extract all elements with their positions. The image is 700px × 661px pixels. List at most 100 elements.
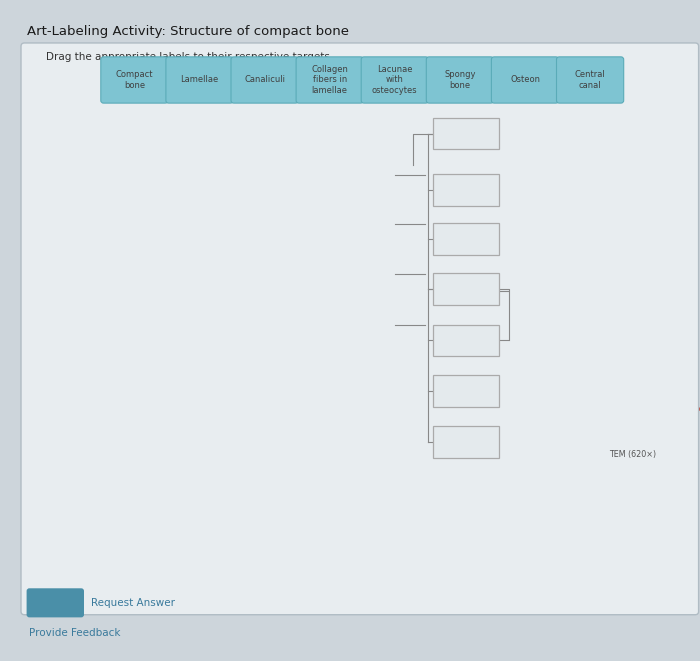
Ellipse shape bbox=[149, 237, 156, 246]
Ellipse shape bbox=[113, 270, 118, 276]
Ellipse shape bbox=[98, 311, 105, 320]
Ellipse shape bbox=[127, 330, 134, 338]
Ellipse shape bbox=[146, 204, 164, 219]
Ellipse shape bbox=[111, 324, 116, 330]
Ellipse shape bbox=[153, 245, 158, 251]
Ellipse shape bbox=[137, 349, 145, 357]
Ellipse shape bbox=[98, 407, 105, 414]
Ellipse shape bbox=[108, 276, 115, 285]
Text: Submit: Submit bbox=[34, 598, 76, 608]
Ellipse shape bbox=[166, 305, 170, 310]
Ellipse shape bbox=[164, 229, 169, 234]
Ellipse shape bbox=[134, 360, 139, 365]
Ellipse shape bbox=[538, 369, 542, 372]
Ellipse shape bbox=[108, 387, 116, 395]
Ellipse shape bbox=[117, 390, 125, 399]
Ellipse shape bbox=[342, 212, 355, 220]
Ellipse shape bbox=[140, 311, 148, 319]
Text: Lamellae: Lamellae bbox=[181, 75, 218, 85]
Ellipse shape bbox=[577, 388, 584, 393]
Ellipse shape bbox=[163, 401, 167, 407]
Ellipse shape bbox=[107, 294, 114, 303]
Ellipse shape bbox=[139, 371, 146, 380]
Ellipse shape bbox=[160, 293, 167, 301]
Ellipse shape bbox=[539, 354, 542, 358]
Bar bbox=[342, 213, 355, 295]
Ellipse shape bbox=[564, 345, 581, 359]
Ellipse shape bbox=[127, 352, 134, 361]
Ellipse shape bbox=[615, 356, 620, 363]
Bar bbox=[163, 220, 212, 423]
Ellipse shape bbox=[122, 267, 126, 272]
Ellipse shape bbox=[281, 376, 416, 418]
Ellipse shape bbox=[147, 308, 154, 317]
Ellipse shape bbox=[596, 355, 599, 358]
Ellipse shape bbox=[128, 270, 135, 279]
Text: TEM (620×): TEM (620×) bbox=[610, 450, 657, 459]
Ellipse shape bbox=[89, 239, 107, 252]
Ellipse shape bbox=[119, 330, 126, 338]
Ellipse shape bbox=[592, 350, 597, 356]
Ellipse shape bbox=[589, 399, 593, 403]
Ellipse shape bbox=[525, 324, 530, 327]
Ellipse shape bbox=[152, 301, 157, 307]
Ellipse shape bbox=[89, 204, 107, 219]
Ellipse shape bbox=[107, 237, 115, 246]
Ellipse shape bbox=[537, 359, 543, 364]
Ellipse shape bbox=[86, 370, 93, 379]
Ellipse shape bbox=[158, 327, 165, 336]
Ellipse shape bbox=[112, 288, 117, 293]
Ellipse shape bbox=[136, 270, 144, 279]
Ellipse shape bbox=[118, 238, 125, 247]
Ellipse shape bbox=[127, 256, 135, 264]
Ellipse shape bbox=[100, 340, 105, 346]
Ellipse shape bbox=[106, 313, 113, 322]
Ellipse shape bbox=[158, 251, 166, 260]
Ellipse shape bbox=[164, 270, 169, 275]
Ellipse shape bbox=[155, 399, 160, 404]
Ellipse shape bbox=[551, 342, 558, 349]
Ellipse shape bbox=[548, 321, 550, 324]
Text: Lacunae
with
osteocytes: Lacunae with osteocytes bbox=[372, 65, 418, 95]
Ellipse shape bbox=[127, 233, 134, 242]
Ellipse shape bbox=[129, 366, 136, 374]
Ellipse shape bbox=[86, 387, 94, 396]
Text: Periosteum: Periosteum bbox=[256, 321, 299, 330]
Ellipse shape bbox=[295, 281, 401, 315]
Ellipse shape bbox=[127, 385, 134, 393]
Text: Request Answer: Request Answer bbox=[91, 598, 175, 608]
Ellipse shape bbox=[97, 386, 104, 395]
Ellipse shape bbox=[119, 254, 126, 263]
Ellipse shape bbox=[147, 331, 154, 340]
Ellipse shape bbox=[122, 208, 130, 215]
Bar bbox=[311, 213, 386, 298]
Bar bbox=[146, 210, 164, 245]
Ellipse shape bbox=[102, 247, 106, 253]
Ellipse shape bbox=[95, 346, 102, 355]
Ellipse shape bbox=[589, 321, 593, 325]
Ellipse shape bbox=[160, 311, 168, 319]
Polygon shape bbox=[95, 423, 215, 483]
Ellipse shape bbox=[87, 291, 94, 299]
Ellipse shape bbox=[543, 344, 547, 346]
Ellipse shape bbox=[575, 354, 577, 357]
Ellipse shape bbox=[99, 272, 106, 281]
Text: Vein: Vein bbox=[303, 226, 349, 262]
Ellipse shape bbox=[118, 239, 136, 252]
Ellipse shape bbox=[546, 377, 550, 381]
Ellipse shape bbox=[53, 160, 68, 179]
Ellipse shape bbox=[545, 356, 552, 360]
Text: Osteon: Osteon bbox=[510, 75, 540, 85]
Ellipse shape bbox=[342, 293, 355, 302]
Ellipse shape bbox=[104, 266, 108, 272]
Ellipse shape bbox=[122, 232, 127, 237]
Ellipse shape bbox=[530, 381, 536, 386]
Ellipse shape bbox=[102, 380, 107, 385]
Ellipse shape bbox=[613, 383, 618, 388]
Ellipse shape bbox=[95, 237, 102, 245]
Ellipse shape bbox=[148, 385, 155, 393]
Ellipse shape bbox=[128, 292, 136, 300]
Ellipse shape bbox=[119, 295, 126, 303]
Ellipse shape bbox=[523, 326, 528, 332]
Ellipse shape bbox=[144, 381, 149, 386]
